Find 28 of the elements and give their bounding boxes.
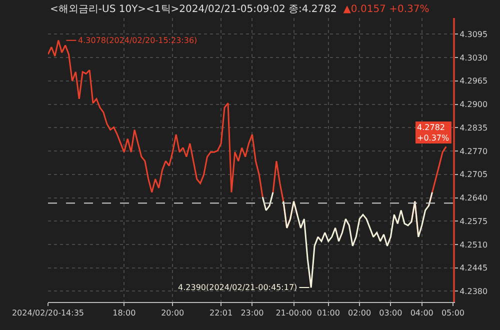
x-tick-label: 22:01 xyxy=(210,308,233,318)
y-tick-label: 4.2575 xyxy=(460,216,488,226)
chart-title: <해외금리-US 10Y><1틱>2024/02/21-05:09:02 종:4.2782 xyxy=(50,4,337,15)
x-tick-label: 03:00 xyxy=(379,308,402,318)
annotation: 4.3078(2024/02/20-15:23:36) xyxy=(78,36,198,45)
x-tick-label: 21-00:00 xyxy=(276,308,312,318)
x-tick-label: 02:00 xyxy=(348,308,372,318)
y-tick-label: 4.2510 xyxy=(460,240,488,250)
y-tick-label: 4.2705 xyxy=(460,170,488,180)
x-tick-label: 23:00 xyxy=(240,308,264,318)
y-tick-label: 4.3030 xyxy=(460,53,488,62)
x-tick-label: 01:00 xyxy=(316,308,340,318)
annotation: 4.2390(2024/02/21-00:45:17) xyxy=(178,283,298,292)
annotation: 4.2782 +0.37% xyxy=(417,123,450,142)
y-tick-label: 4.2965 xyxy=(460,76,488,86)
x-tick-label: 05:00 xyxy=(441,308,465,318)
y-tick-label: 4.2770 xyxy=(460,146,488,156)
text: ▲0.0157 +0.37% xyxy=(343,4,430,15)
x-tick-label: 04:00 xyxy=(410,308,434,318)
y-tick-label: 4.3095 xyxy=(460,30,488,39)
x-tick-label: 20:00 xyxy=(161,308,184,318)
y-tick-label: 4.2835 xyxy=(460,123,488,132)
y-tick-label: 4.2640 xyxy=(460,194,488,203)
y-tick-label: 4.2380 xyxy=(460,287,488,296)
x-tick-label: 2024/02/20-14:35 xyxy=(12,308,84,318)
x-tick-label: 18:00 xyxy=(112,308,136,318)
y-tick-label: 4.2445 xyxy=(460,264,488,273)
y-tick-label: 4.2900 xyxy=(460,100,488,110)
